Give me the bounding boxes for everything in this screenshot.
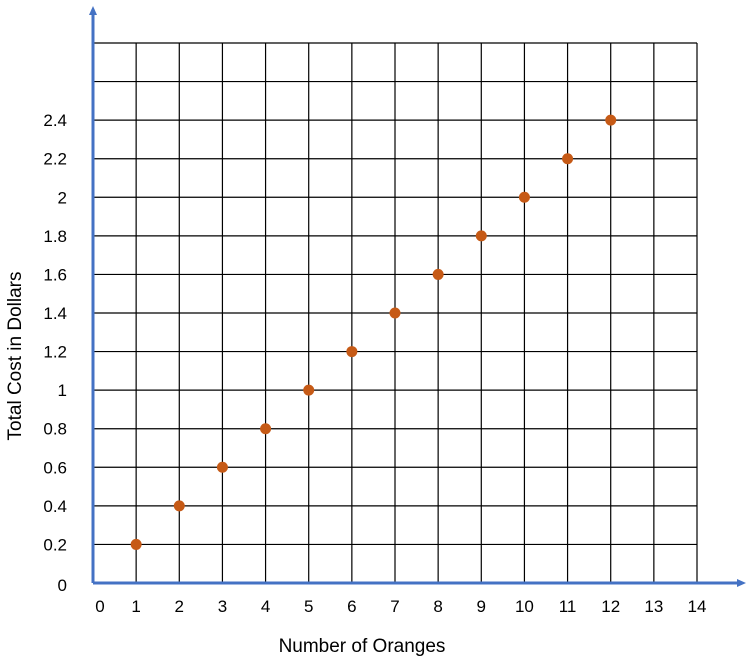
data-point	[260, 423, 272, 435]
y-tick-label: 0.4	[43, 497, 67, 516]
x-tick-label: 6	[347, 597, 356, 616]
data-point	[216, 461, 228, 473]
x-tick-label: 13	[644, 597, 663, 616]
data-points	[130, 114, 617, 550]
y-tick-label: 2.2	[43, 150, 67, 169]
y-tick-label: 1.2	[43, 343, 67, 362]
x-tick-label: 0	[95, 597, 104, 616]
x-tick-label: 4	[261, 597, 270, 616]
x-tick-label: 1	[131, 597, 140, 616]
x-tick-label: 7	[390, 597, 399, 616]
data-point	[130, 538, 142, 550]
y-tick-label: 0.8	[43, 420, 67, 439]
data-point	[303, 384, 315, 396]
y-tick-label: 1	[58, 381, 67, 400]
x-tick-label: 10	[515, 597, 534, 616]
x-tick-label: 5	[304, 597, 313, 616]
y-axis-label: Total Cost in Dollars	[5, 272, 26, 441]
y-tick-label: 1.8	[43, 227, 67, 246]
y-tick-label: 2	[58, 188, 67, 207]
y-tick-label: 1.4	[43, 304, 67, 323]
x-tick-label: 9	[477, 597, 486, 616]
x-tick-labels: 0 1 2 3 4 5 6 7 8 9 10 11 12 13 14	[95, 597, 706, 616]
x-tick-label: 2	[175, 597, 184, 616]
data-point	[562, 153, 574, 165]
data-point	[518, 191, 530, 203]
axes	[89, 6, 746, 587]
y-tick-label: 2.4	[43, 111, 67, 130]
grid	[93, 42, 698, 583]
x-axis-arrow-icon	[737, 579, 746, 587]
x-tick-label: 14	[688, 597, 707, 616]
x-tick-label: 3	[218, 597, 227, 616]
y-tick-label: 0	[58, 576, 67, 595]
y-tick-label: 0.6	[43, 458, 67, 477]
y-tick-label: 1.6	[43, 265, 67, 284]
y-axis-arrow-icon	[89, 6, 97, 15]
data-point	[173, 500, 185, 512]
y-tick-label: 0.2	[43, 535, 67, 554]
data-point	[346, 346, 358, 358]
x-tick-label: 12	[601, 597, 620, 616]
x-tick-label: 8	[433, 597, 442, 616]
data-point	[432, 268, 444, 280]
data-point	[475, 230, 487, 242]
x-tick-label: 11	[559, 597, 577, 616]
data-point	[389, 307, 401, 319]
data-point	[605, 114, 617, 126]
y-tick-labels: 0 0.2 0.4 0.6 0.8 1 1.2 1.4 1.6 1.8 2 2.2 2.4	[43, 111, 67, 595]
x-axis-label: Number of Oranges	[279, 636, 446, 657]
